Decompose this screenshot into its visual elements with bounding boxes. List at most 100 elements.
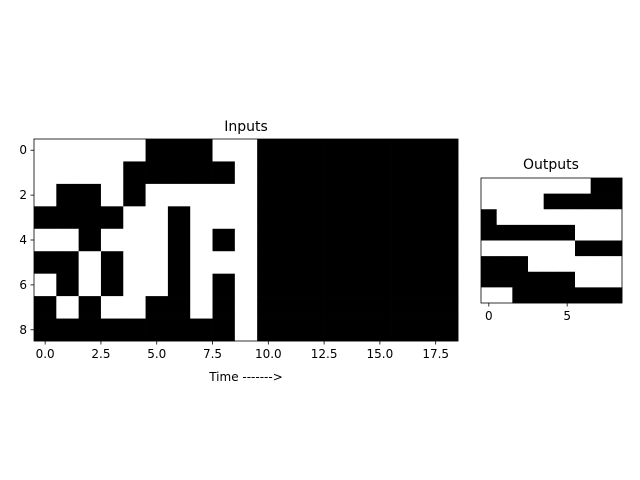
inputs-cell (435, 296, 459, 319)
inputs-x-axis-label: Time -------> (208, 370, 283, 384)
inputs-cell (279, 206, 303, 230)
inputs-cell (413, 206, 437, 230)
inputs-cell (100, 273, 124, 297)
outputs-cell (496, 240, 513, 257)
outputs-cell (528, 193, 545, 210)
outputs-cell (512, 224, 529, 241)
inputs-cell (167, 251, 191, 275)
inputs-cell (34, 139, 57, 162)
outputs-cell (575, 287, 592, 304)
inputs-cell (123, 273, 146, 297)
inputs-x-tick-label: 0.0 (36, 347, 55, 361)
inputs-y-tick-label: 4 (19, 233, 27, 247)
outputs-cell (575, 240, 592, 257)
inputs-cell (435, 183, 459, 207)
inputs-cell (56, 206, 79, 230)
inputs-cell (279, 251, 303, 275)
inputs-cell (212, 139, 236, 162)
inputs-cell (212, 161, 236, 185)
outputs-cell (575, 193, 592, 210)
outputs-cell (590, 193, 607, 210)
inputs-cell (413, 228, 437, 252)
outputs-cell (543, 224, 560, 241)
outputs-cell (496, 178, 513, 194)
outputs-cell (559, 178, 576, 194)
inputs-cell (301, 183, 325, 207)
inputs-cell (212, 318, 236, 342)
outputs-cell (590, 178, 607, 194)
inputs-cell (368, 273, 392, 297)
inputs-cell (346, 139, 370, 162)
inputs-cell (413, 273, 437, 297)
inputs-cell (78, 318, 102, 342)
inputs-cell (413, 296, 437, 319)
outputs-cell (559, 287, 576, 304)
inputs-cell (56, 318, 79, 342)
inputs-cell (234, 206, 258, 230)
inputs-cell (324, 161, 347, 185)
inputs-x-tick-label: 10.0 (255, 347, 282, 361)
inputs-cell (190, 273, 213, 297)
outputs-cell (512, 256, 529, 273)
inputs-cell (190, 318, 213, 342)
inputs-cell (346, 296, 370, 319)
inputs-cell (190, 183, 213, 207)
inputs-cell (34, 228, 57, 252)
inputs-cell (324, 139, 347, 162)
outputs-cell (496, 193, 513, 210)
inputs-cell (257, 318, 280, 342)
inputs-cell (301, 273, 325, 297)
inputs-cell (145, 139, 169, 162)
inputs-cell (100, 318, 124, 342)
inputs-cell (257, 228, 280, 252)
inputs-cell (34, 161, 57, 185)
inputs-x-tick-label: 2.5 (91, 347, 110, 361)
inputs-cell (190, 228, 213, 252)
inputs-cell (324, 273, 347, 297)
inputs-cell (324, 296, 347, 319)
inputs-cell (167, 318, 191, 342)
inputs-cell (145, 273, 169, 297)
inputs-y-axis: 0 2 4 6 8 (19, 143, 34, 337)
outputs-cell (543, 178, 560, 194)
inputs-cell (346, 318, 370, 342)
inputs-cell (234, 318, 258, 342)
inputs-cell (435, 228, 459, 252)
outputs-cell (559, 271, 576, 288)
inputs-cell (234, 273, 258, 297)
inputs-cell (145, 206, 169, 230)
outputs-title: Outputs (523, 157, 579, 173)
inputs-cell (123, 183, 146, 207)
inputs-cell (56, 139, 79, 162)
outputs-cell (481, 287, 498, 304)
inputs-cell (100, 206, 124, 230)
inputs-cell (279, 296, 303, 319)
outputs-cell (590, 224, 607, 241)
outputs-cell (512, 287, 529, 304)
outputs-cell (559, 240, 576, 257)
outputs-cell (606, 224, 623, 241)
inputs-cell (413, 183, 437, 207)
inputs-cell (324, 228, 347, 252)
outputs-cell (481, 240, 498, 257)
inputs-cell (100, 251, 124, 275)
inputs-cell (279, 273, 303, 297)
inputs-cell (123, 161, 146, 185)
outputs-cell (543, 256, 560, 273)
inputs-cell (391, 183, 414, 207)
inputs-cell (234, 296, 258, 319)
inputs-cell (257, 273, 280, 297)
inputs-cell (346, 206, 370, 230)
inputs-y-tick-label: 2 (19, 188, 27, 202)
outputs-cell (543, 271, 560, 288)
inputs-cell (368, 183, 392, 207)
inputs-cell (167, 161, 191, 185)
outputs-cell (606, 287, 623, 304)
inputs-cell (100, 183, 124, 207)
inputs-cell (279, 139, 303, 162)
inputs-cell (190, 206, 213, 230)
inputs-x-tick-label: 5.0 (147, 347, 166, 361)
outputs-x-tick-label: 0 (485, 309, 493, 323)
inputs-cell (78, 228, 102, 252)
